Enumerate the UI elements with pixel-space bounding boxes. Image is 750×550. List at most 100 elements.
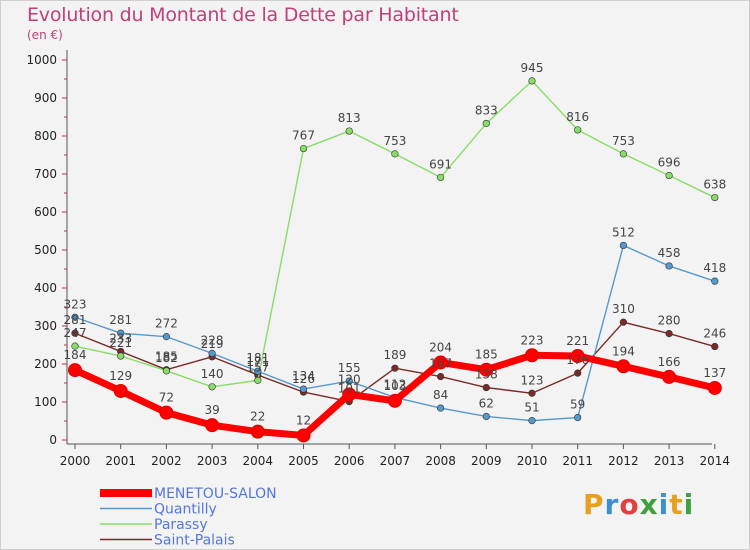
x-tick-label: 2002 <box>151 454 182 468</box>
data-point-parassy <box>665 171 673 180</box>
data-label-saint-palais: 281 <box>64 313 87 327</box>
x-tick-label: 2009 <box>471 454 502 468</box>
data-label-menetou-salon: 185 <box>475 348 498 362</box>
data-label-menetou-salon: 120 <box>338 372 361 386</box>
data-label-menetou-salon: 194 <box>612 344 635 358</box>
x-tick-label: 2011 <box>562 454 593 468</box>
data-point-menetou-salon <box>250 424 265 439</box>
data-point-menetou-salon <box>296 428 311 443</box>
data-point-quantilly <box>528 417 536 425</box>
data-point-menetou-salon <box>205 418 220 433</box>
y-tick-label: 1000 <box>26 53 57 67</box>
data-label-saint-palais: 138 <box>475 368 498 382</box>
data-label-saint-palais: 167 <box>429 357 452 371</box>
data-label-quantilly: 512 <box>612 225 635 239</box>
data-point-menetou-salon <box>707 380 722 395</box>
data-point-menetou-salon <box>662 369 677 384</box>
data-point-menetou-salon <box>342 387 357 402</box>
y-tick-label: 100 <box>34 395 57 409</box>
data-label-saint-palais: 189 <box>383 348 406 362</box>
data-point-quantilly <box>117 329 125 337</box>
data-label-menetou-salon: 223 <box>521 333 544 347</box>
data-point-saint-palais <box>665 330 673 338</box>
data-label-menetou-salon: 39 <box>204 403 219 417</box>
data-point-quantilly <box>711 277 719 285</box>
data-point-saint-palais <box>528 389 536 397</box>
data-point-quantilly <box>254 367 262 375</box>
data-label-saint-palais: 280 <box>658 314 681 328</box>
data-label-parassy: 157 <box>246 360 269 374</box>
x-tick-label: 2001 <box>105 454 136 468</box>
data-point-quantilly <box>437 404 445 412</box>
data-point-quantilly <box>482 412 490 421</box>
logo-letter: o <box>619 488 640 521</box>
logo-letter: i <box>658 488 670 521</box>
data-point-quantilly <box>345 377 353 385</box>
y-tick-label: 600 <box>34 205 57 219</box>
data-label-parassy: 140 <box>201 367 224 381</box>
y-tick-label: 400 <box>34 281 57 295</box>
data-point-parassy <box>162 367 170 375</box>
data-point-saint-palais <box>437 372 445 381</box>
y-tick-label: 0 <box>49 433 57 447</box>
y-tick-label: 200 <box>34 357 57 371</box>
data-label-saint-palais: 101 <box>338 382 361 396</box>
data-point-menetou-salon <box>479 362 494 377</box>
data-label-parassy: 833 <box>475 103 498 117</box>
data-label-parassy: 753 <box>612 134 635 148</box>
data-label-quantilly: 51 <box>524 401 539 415</box>
data-label-parassy: 247 <box>64 326 87 340</box>
x-tick-label: 2014 <box>700 454 731 468</box>
data-point-menetou-salon <box>159 405 174 420</box>
data-point-parassy <box>711 193 719 202</box>
data-label-quantilly: 323 <box>64 297 87 311</box>
x-tick-label: 2006 <box>334 454 365 468</box>
x-tick-label: 2007 <box>380 454 411 468</box>
data-point-menetou-salon <box>616 359 631 374</box>
data-point-parassy <box>71 342 79 350</box>
legend-label-saint-palais: Saint-Palais <box>154 533 235 549</box>
data-point-parassy <box>574 126 582 134</box>
data-point-menetou-salon <box>433 355 448 370</box>
data-label-saint-palais: 219 <box>201 337 224 351</box>
data-label-parassy: 767 <box>292 129 315 143</box>
data-label-quantilly: 228 <box>201 333 224 347</box>
data-point-menetou-salon <box>570 349 585 364</box>
data-point-quantilly <box>162 333 170 341</box>
data-label-parassy: 813 <box>338 111 361 125</box>
data-label-quantilly: 458 <box>658 246 681 260</box>
data-label-parassy: 816 <box>566 110 589 124</box>
x-tick-label: 2010 <box>517 454 548 468</box>
logo-letter: t <box>669 488 684 521</box>
legend-label-parassy: Parassy <box>154 517 208 533</box>
data-point-saint-palais <box>619 318 628 326</box>
data-label-menetou-salon: 204 <box>429 340 452 354</box>
data-label-saint-palais: 126 <box>292 372 315 386</box>
data-label-menetou-salon: 184 <box>64 348 87 362</box>
y-tick-label: 700 <box>34 167 57 181</box>
logo-letter: P <box>583 488 605 521</box>
data-label-quantilly: 155 <box>338 361 361 375</box>
data-label-parassy: 638 <box>703 178 726 192</box>
data-point-parassy <box>117 352 125 360</box>
data-label-menetou-salon: 129 <box>109 369 132 383</box>
data-label-saint-palais: 123 <box>521 373 544 387</box>
data-label-menetou-salon: 72 <box>159 391 174 405</box>
data-point-saint-palais <box>71 329 79 337</box>
data-label-quantilly: 84 <box>433 388 448 402</box>
x-tick-label: 2004 <box>243 454 274 468</box>
x-tick-label: 2008 <box>425 454 456 468</box>
data-label-saint-palais: 171 <box>246 355 269 369</box>
data-label-parassy: 691 <box>429 157 452 171</box>
data-label-quantilly: 181 <box>246 351 269 365</box>
data-point-quantilly <box>208 349 216 357</box>
data-label-menetou-salon: 103 <box>383 379 406 393</box>
data-point-menetou-salon <box>387 393 402 408</box>
data-label-quantilly: 59 <box>570 398 585 412</box>
x-tick-label: 2012 <box>608 454 639 468</box>
data-label-saint-palais: 185 <box>155 350 178 364</box>
chart-title: Evolution du Montant de la Dette par Hab… <box>27 4 459 26</box>
x-tick-label: 2005 <box>288 454 319 468</box>
